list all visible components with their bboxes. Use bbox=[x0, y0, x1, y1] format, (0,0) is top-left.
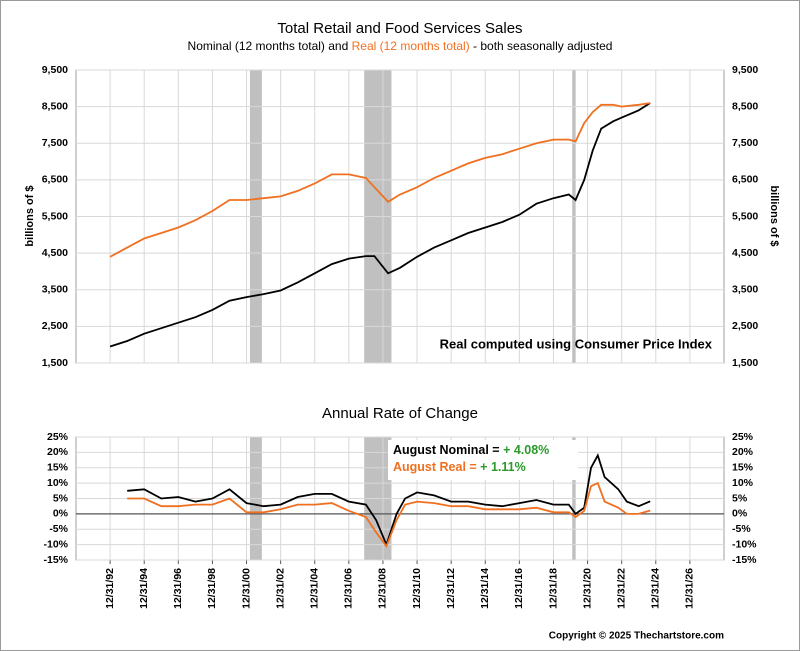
y2-tick-label: 3,500 bbox=[732, 284, 758, 296]
y2-tick-label: 1,500 bbox=[732, 357, 758, 369]
y-tick-label: 6,500 bbox=[42, 174, 68, 186]
x-tick-label: 12/31/18 bbox=[547, 568, 559, 609]
annotation-text: August Real = bbox=[393, 460, 480, 474]
series-line bbox=[127, 481, 651, 549]
y2-tick-label: 9,500 bbox=[732, 64, 758, 76]
y2-tick-label: 4,500 bbox=[732, 247, 758, 259]
y-axis-label: billions of $ bbox=[24, 185, 36, 246]
y-tick-label: 9,500 bbox=[42, 64, 68, 76]
series-line bbox=[127, 453, 651, 548]
y-tick-label: 1,500 bbox=[42, 357, 68, 369]
chart-title: Total Retail and Food Services Sales bbox=[277, 20, 522, 37]
y2-tick-label: -5% bbox=[732, 523, 751, 535]
y-tick-label: -5% bbox=[49, 523, 68, 535]
y2-tick-label: -15% bbox=[732, 554, 757, 566]
x-tick-label: 12/31/14 bbox=[479, 568, 491, 609]
y2-tick-label: 0% bbox=[732, 508, 748, 520]
x-tick-label: 12/31/06 bbox=[343, 568, 355, 609]
annotation: August Nominal = + 4.08% bbox=[393, 443, 549, 457]
annotation-text: August Nominal = bbox=[393, 443, 503, 457]
x-tick-label: 12/31/22 bbox=[615, 568, 627, 609]
y-tick-label: 4,500 bbox=[42, 247, 68, 259]
y-tick-label: 0% bbox=[53, 508, 69, 520]
x-tick-label: 12/31/92 bbox=[104, 568, 116, 609]
chart-subtitle: Nominal (12 months total) and Real (12 m… bbox=[188, 39, 613, 53]
y2-tick-label: 6,500 bbox=[732, 174, 758, 186]
y2-tick-label: 8,500 bbox=[732, 100, 758, 112]
y2-tick-label: 5,500 bbox=[732, 210, 758, 222]
y2-tick-label: -10% bbox=[732, 538, 757, 550]
y2-tick-label: 2,500 bbox=[732, 320, 758, 332]
y2-tick-label: 10% bbox=[732, 477, 754, 489]
subtitle-part: Nominal (12 months total) and bbox=[188, 39, 352, 53]
x-tick-label: 12/31/26 bbox=[684, 568, 696, 609]
subtitle-part: Real (12 months total) bbox=[352, 39, 470, 53]
y-tick-label: 7,500 bbox=[42, 137, 68, 149]
y-tick-label: 3,500 bbox=[42, 284, 68, 296]
x-tick-label: 12/31/00 bbox=[240, 568, 252, 609]
y2-tick-label: 15% bbox=[732, 462, 754, 474]
copyright: Copyright © 2025 Thechartstore.com bbox=[549, 631, 724, 642]
series-line bbox=[109, 102, 651, 348]
x-tick-label: 12/31/10 bbox=[411, 568, 423, 609]
series-line bbox=[109, 102, 651, 258]
annotation-value: + 4.08% bbox=[503, 443, 549, 457]
y-tick-label: 5% bbox=[53, 492, 69, 504]
y2-tick-label: 25% bbox=[732, 431, 754, 443]
x-tick-label: 12/31/98 bbox=[206, 568, 218, 609]
y-tick-label: 8,500 bbox=[42, 100, 68, 112]
y2-tick-label: 20% bbox=[732, 446, 754, 458]
annotation: August Real = + 1.11% bbox=[393, 460, 526, 474]
panel-title: Annual Rate of Change bbox=[322, 405, 478, 422]
x-tick-label: 12/31/16 bbox=[513, 568, 525, 609]
y-tick-label: 2,500 bbox=[42, 320, 68, 332]
subtitle-part: - both seasonally adjusted bbox=[470, 39, 613, 53]
x-tick-label: 12/31/96 bbox=[172, 568, 184, 609]
annotation: Real computed using Consumer Price Index bbox=[440, 336, 713, 351]
y-tick-label: -15% bbox=[43, 554, 68, 566]
y2-axis-label: billions of $ bbox=[768, 185, 780, 246]
annotation-value: + 1.11% bbox=[480, 460, 526, 474]
x-tick-label: 12/31/94 bbox=[138, 568, 150, 609]
y-tick-label: 15% bbox=[47, 462, 69, 474]
annotation-box bbox=[388, 440, 578, 480]
y2-tick-label: 7,500 bbox=[732, 137, 758, 149]
x-tick-label: 12/31/20 bbox=[581, 568, 593, 609]
y-tick-label: -10% bbox=[43, 538, 68, 550]
x-tick-label: 12/31/04 bbox=[309, 568, 321, 609]
y2-tick-label: 5% bbox=[732, 492, 748, 504]
x-tick-label: 12/31/02 bbox=[274, 568, 286, 609]
x-tick-label: 12/31/24 bbox=[650, 568, 662, 609]
x-tick-label: 12/31/08 bbox=[377, 568, 389, 609]
x-tick-label: 12/31/12 bbox=[445, 568, 457, 609]
y-tick-label: 5,500 bbox=[42, 210, 68, 222]
y-tick-label: 25% bbox=[47, 431, 69, 443]
y-tick-label: 20% bbox=[47, 446, 69, 458]
y-tick-label: 10% bbox=[47, 477, 69, 489]
